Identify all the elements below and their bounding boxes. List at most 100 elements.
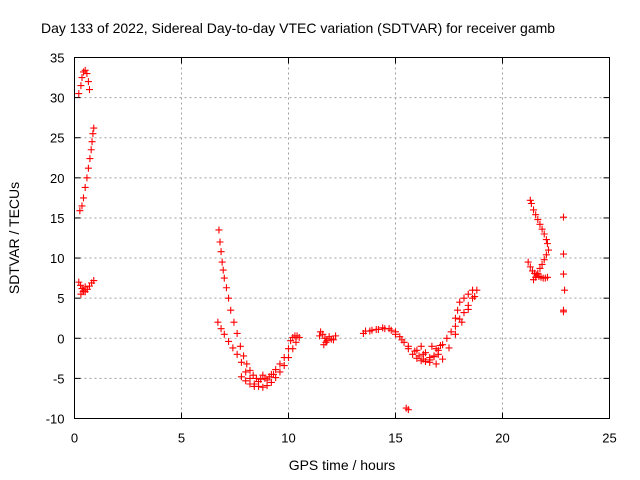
data-point-arc-b3 bbox=[263, 376, 271, 384]
data-point-arc-d4 bbox=[464, 290, 472, 298]
data-points bbox=[75, 66, 569, 414]
data-point-arc-b1 bbox=[233, 329, 241, 337]
data-point-arc-a2 bbox=[78, 202, 86, 210]
data-point-arc-b3 bbox=[276, 360, 284, 368]
data-point-arc-b1 bbox=[246, 366, 254, 374]
data-point-arc-c bbox=[323, 337, 331, 345]
data-point-arc-c bbox=[319, 330, 327, 338]
data-point-arc-a2 bbox=[76, 207, 84, 215]
y-tick-label: 35 bbox=[50, 51, 64, 66]
data-point-arc-b3 bbox=[285, 345, 292, 353]
y-axis-label: SDTVAR / TECUs bbox=[6, 182, 22, 294]
data-point-arc-a1 bbox=[85, 86, 93, 94]
data-point-arc-b2 bbox=[267, 378, 275, 386]
data-point-arc-d2 bbox=[374, 325, 382, 333]
data-point-arc-b1 bbox=[236, 342, 244, 350]
data-point-arc-b2 bbox=[217, 325, 225, 333]
x-tick-label: 25 bbox=[602, 431, 616, 446]
data-point-arc-e2 bbox=[543, 273, 551, 281]
data-point-arc-a2 bbox=[79, 194, 87, 202]
data-point-arc-d4 bbox=[456, 298, 464, 306]
data-point-arc-b2 bbox=[225, 337, 233, 345]
data-point-arc-b1 bbox=[243, 360, 251, 368]
data-point-arc-b2 bbox=[229, 344, 237, 352]
y-tick-label: 15 bbox=[50, 211, 64, 226]
data-point-arc-d2 bbox=[392, 330, 399, 338]
data-point-arc-d4 bbox=[413, 346, 421, 354]
grid-lines bbox=[74, 57, 610, 419]
data-point-arc-b3 bbox=[280, 354, 288, 362]
data-point-arc-d2 bbox=[445, 344, 453, 352]
data-point-arc-b2 bbox=[233, 350, 241, 358]
data-point-arc-d2 bbox=[439, 355, 447, 363]
plot-frame bbox=[74, 57, 610, 419]
data-point-arc-b2 bbox=[242, 368, 250, 376]
data-point-arc-d4 bbox=[454, 306, 462, 314]
data-point-arc-c bbox=[322, 338, 330, 346]
data-point-arc-d4 bbox=[451, 314, 459, 322]
data-point-arc-e1 bbox=[542, 236, 550, 244]
data-point-arc-e1 bbox=[536, 220, 544, 228]
data-point-arc-b3 bbox=[250, 382, 258, 390]
data-point-arc-e1 bbox=[530, 276, 538, 284]
data-point-arc-b3 bbox=[242, 377, 250, 385]
data-point-arc-a2 bbox=[87, 146, 95, 154]
data-point-arc-b2 bbox=[272, 374, 280, 382]
data-point-arc-d2 bbox=[368, 326, 376, 334]
data-point-arc-b1 bbox=[219, 266, 227, 274]
data-point-arc-d4 bbox=[460, 294, 468, 302]
data-point-arc-d3 bbox=[460, 309, 468, 317]
data-point-arc-b3 bbox=[295, 333, 303, 341]
data-point-arc-d4 bbox=[469, 286, 477, 294]
data-point-arc-d5 bbox=[404, 406, 412, 414]
x-tick-label: 10 bbox=[281, 431, 295, 446]
y-tick-label: 25 bbox=[50, 131, 64, 146]
data-point-arc-e1 bbox=[543, 240, 551, 248]
axis-ticks: 0 5 10 15 20 25 -10 -5 0 5 10 15 20 25 30 35 bbox=[46, 51, 617, 446]
data-point-arc-e3 bbox=[559, 250, 567, 258]
data-point-arc-d2 bbox=[398, 336, 406, 344]
data-point-arc-d2 bbox=[387, 326, 395, 334]
y-tick-label: 10 bbox=[50, 251, 64, 266]
data-point-arc-a2 bbox=[89, 130, 97, 138]
data-point-arc-d3 bbox=[451, 322, 459, 330]
data-point-arc-b2 bbox=[214, 318, 222, 326]
y-tick-label: 30 bbox=[50, 91, 64, 106]
data-point-arc-a3 bbox=[81, 283, 89, 291]
data-point-arc-b3 bbox=[259, 371, 267, 379]
data-point-arc-a2 bbox=[81, 183, 89, 191]
data-point-arc-e3 bbox=[559, 308, 567, 316]
data-point-arc-d3 bbox=[430, 352, 438, 360]
data-point-arc-c bbox=[329, 336, 337, 344]
data-point-arc-e1 bbox=[540, 256, 548, 264]
data-point-arc-a2 bbox=[83, 174, 91, 182]
data-point-arc-a2 bbox=[84, 164, 92, 172]
x-tick-label: 15 bbox=[388, 431, 402, 446]
data-point-arc-a3 bbox=[75, 278, 83, 286]
data-point-arc-d3 bbox=[436, 341, 444, 349]
data-point-arc-e1 bbox=[534, 216, 542, 224]
data-point-arc-e3 bbox=[561, 286, 569, 294]
data-point-arc-d3 bbox=[447, 328, 455, 336]
data-point-arc-a3 bbox=[90, 277, 98, 285]
data-point-arc-e1 bbox=[538, 260, 546, 268]
y-tick-label: 5 bbox=[57, 291, 64, 306]
data-point-arc-d4 bbox=[419, 350, 427, 358]
data-point-arc-a1 bbox=[84, 78, 92, 86]
data-point-arc-e3 bbox=[559, 213, 567, 221]
y-tick-label: 0 bbox=[57, 331, 64, 346]
data-point-arc-e1 bbox=[538, 225, 546, 233]
data-point-arc-e1 bbox=[540, 230, 548, 238]
data-point-arc-d3 bbox=[469, 294, 477, 302]
data-point-arc-c bbox=[316, 332, 324, 340]
x-tick-label: 0 bbox=[71, 431, 78, 446]
data-point-arc-b1 bbox=[217, 248, 225, 256]
data-point-arc-b3 bbox=[246, 380, 254, 388]
data-point-arc-d3 bbox=[443, 334, 451, 342]
data-point-arc-a1 bbox=[79, 68, 87, 76]
data-point-arc-b1 bbox=[240, 352, 248, 360]
data-point-arc-b2 bbox=[237, 358, 245, 366]
data-point-arc-b2 bbox=[292, 338, 300, 346]
data-point-arc-a1 bbox=[78, 74, 86, 82]
